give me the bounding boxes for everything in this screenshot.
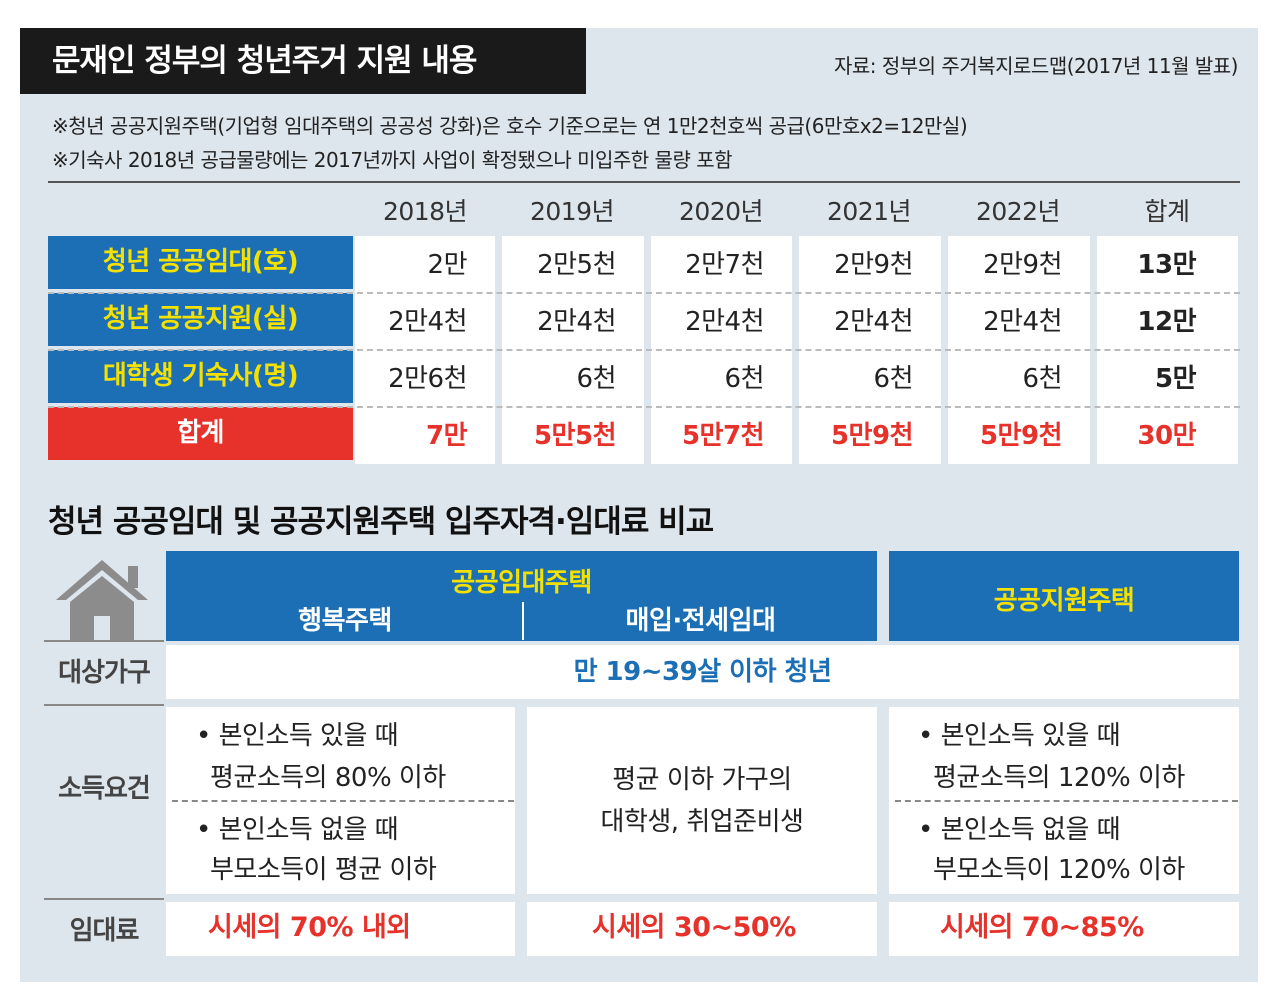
- table-cell-sum: 5만5천: [533, 421, 617, 451]
- target-row: [166, 645, 1239, 699]
- table-cell-sum: 5만7천: [681, 421, 765, 451]
- year-header-2021: 2021년: [826, 197, 912, 226]
- table-cell: 2만4천: [834, 307, 913, 337]
- page-title: 문재인 정부의 청년주거 지원 내용: [20, 28, 586, 94]
- public-support-label: 공공지원주택: [993, 586, 1135, 616]
- row-label-public-rental: 청년 공공임대(호): [48, 236, 353, 289]
- table-cell: 6천: [1022, 364, 1063, 394]
- table-cell: 6천: [724, 364, 765, 394]
- happy-income-line: • 본인소득 없을 때: [196, 815, 399, 845]
- table-cell: 6천: [873, 364, 914, 394]
- table-cell-sum: 5만9천: [830, 421, 914, 451]
- happy-income-line: • 본인소득 있을 때: [196, 721, 399, 751]
- table-cell: 6천: [576, 364, 617, 394]
- target-value: 만 19~39살 이하 청년: [573, 657, 832, 687]
- public-support-header: [889, 551, 1239, 641]
- year-header-2022: 2022년: [975, 197, 1061, 226]
- support-income-line: 부모소득이 120% 이하: [933, 855, 1185, 885]
- year-header-2018: 2018년: [382, 197, 468, 226]
- row-divider: [48, 406, 1240, 408]
- divider: [48, 181, 1240, 183]
- purchase-rent-cell: [527, 902, 877, 956]
- table-cell: 2만9천: [834, 250, 913, 280]
- support-income-line: 평균소득의 120% 이하: [933, 763, 1185, 793]
- income-label: 소득요건: [58, 774, 151, 804]
- row-label-public-support: 청년 공공지원(실): [48, 293, 353, 346]
- table-cell: 2만9천: [983, 250, 1062, 280]
- row-divider: [48, 349, 1240, 351]
- happy-income-line: 평균소득의 80% 이하: [210, 763, 446, 793]
- header-separator: [522, 602, 524, 640]
- table-cell: 2만4천: [537, 307, 616, 337]
- table-cell-sum: 5만9천: [979, 421, 1063, 451]
- table-cell: 2만4천: [388, 307, 467, 337]
- section-divider: [44, 898, 164, 900]
- support-income-line: • 본인소득 없을 때: [918, 815, 1121, 845]
- table-cell: 2만: [427, 250, 468, 280]
- target-label: 대상가구: [58, 658, 151, 688]
- purchase-income-line: 평균 이하 가구의: [612, 765, 792, 795]
- year-header-2020: 2020년: [678, 197, 764, 226]
- table-cell-grand-total: 30만: [1137, 421, 1196, 451]
- purchase-rent-value: 시세의 30~50%: [592, 912, 796, 943]
- table-cell-total: 13만: [1137, 250, 1196, 280]
- footnote-1: ※청년 공공지원주택(기업형 임대주택의 공공성 강화)은 호수 기준으로는 연…: [52, 114, 968, 138]
- support-rent-value: 시세의 70~85%: [940, 912, 1144, 943]
- table-cell-total: 12만: [1137, 307, 1196, 337]
- purchase-income-cell: [527, 707, 877, 894]
- happy-rent-value: 시세의 70% 내외: [208, 912, 411, 943]
- support-rent-cell: [889, 902, 1239, 956]
- public-rental-header: [166, 551, 877, 641]
- purchase-lease-label: 매입·전세임대: [625, 606, 776, 636]
- income-divider: [172, 800, 514, 802]
- happy-rent-cell: [166, 902, 515, 956]
- income-divider: [895, 800, 1238, 802]
- support-income-line: • 본인소득 있을 때: [918, 721, 1121, 751]
- table-cell: 2만6천: [388, 364, 467, 394]
- section-divider: [44, 704, 164, 706]
- house-icon: [56, 560, 148, 640]
- year-header-2019: 2019년: [529, 197, 615, 226]
- public-rental-label: 공공임대주택: [451, 568, 592, 598]
- table-cell: 2만4천: [685, 307, 764, 337]
- total-header: 합계: [1144, 197, 1190, 226]
- source-note: 자료: 정부의 주거복지로드맵(2017년 11월 발표): [833, 54, 1239, 78]
- table-cell-total: 5만: [1154, 364, 1197, 394]
- row-label-total: 합계: [48, 407, 353, 460]
- row-divider: [48, 292, 1240, 294]
- rent-label: 임대료: [69, 916, 140, 946]
- table-cell-sum: 7만: [425, 421, 468, 451]
- table-cell: 2만7천: [685, 250, 764, 280]
- comparison-title: 청년 공공임대 및 공공지원주택 입주자격·임대료 비교: [48, 504, 714, 540]
- happy-housing-label: 행복주택: [298, 606, 392, 636]
- purchase-income-line: 대학생, 취업준비생: [600, 807, 804, 837]
- table-cell: 2만5천: [537, 250, 616, 280]
- section-divider: [44, 640, 164, 642]
- footnote-2: ※기숙사 2018년 공급물량에는 2017년까지 사업이 확정됐으나 미입주한…: [52, 148, 733, 172]
- happy-income-line: 부모소득이 평균 이하: [210, 855, 437, 885]
- row-label-dormitory: 대학생 기숙사(명): [48, 350, 353, 403]
- table-cell: 2만4천: [983, 307, 1062, 337]
